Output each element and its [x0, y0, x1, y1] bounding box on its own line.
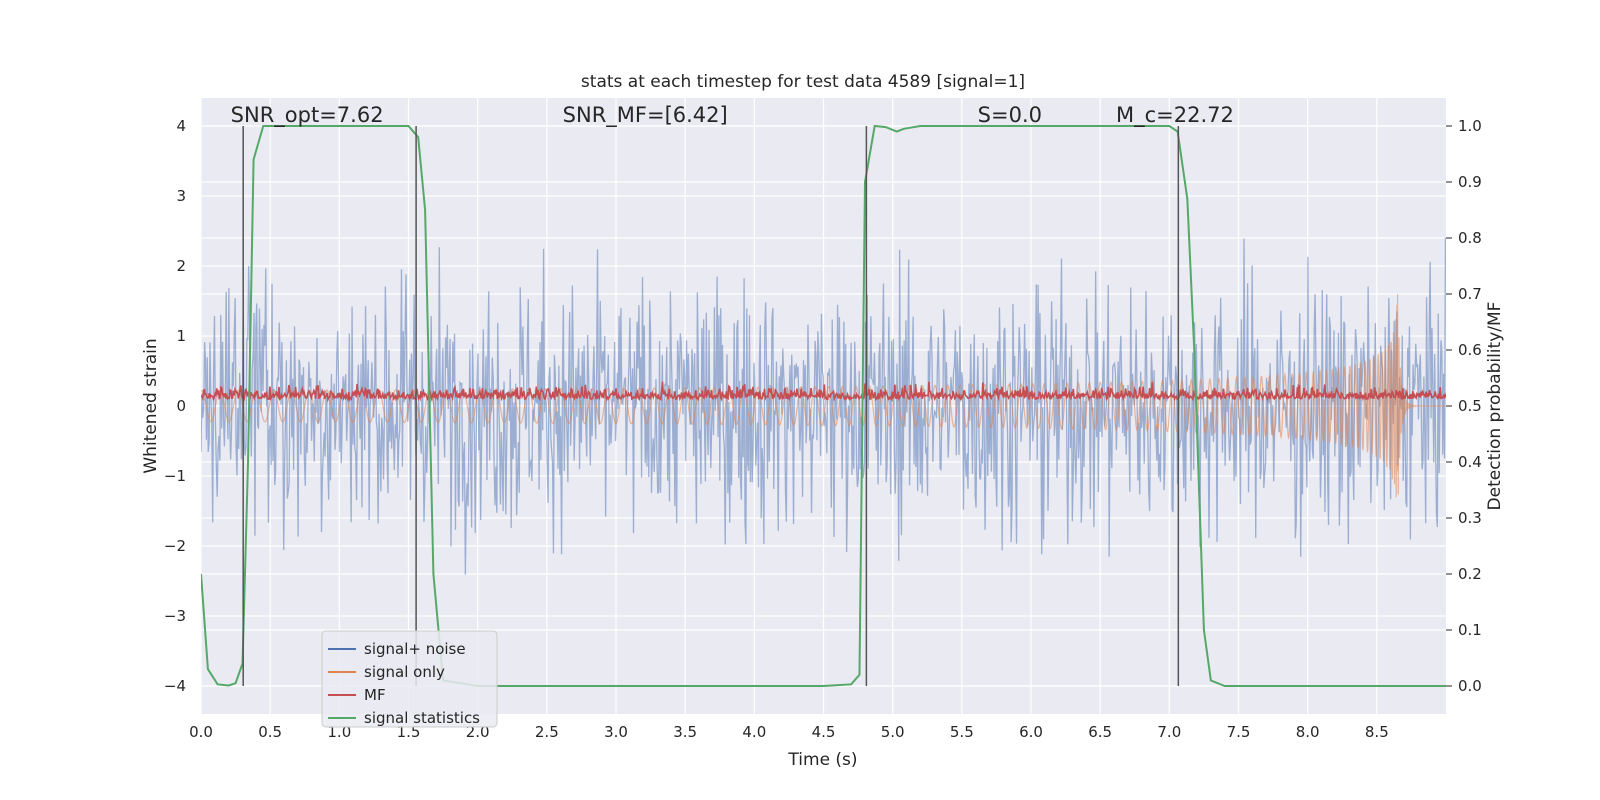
- series-mf-line: [201, 381, 1446, 403]
- x-tick-label: 5.0: [881, 723, 905, 741]
- legend-box: [321, 630, 498, 728]
- plot-content: [201, 124, 1446, 687]
- x-tick-label: 2.5: [535, 723, 559, 741]
- y-right-tick-label: 0.6: [1458, 341, 1482, 359]
- series-signal-plus-noise-line: [201, 237, 1446, 575]
- annotation-text: SNR_MF=[6.42]: [563, 103, 728, 128]
- legend-label: signal+ noise: [364, 640, 466, 658]
- y-right-tick-label: 1.0: [1458, 117, 1482, 135]
- annotation-text: S=0.0: [978, 103, 1042, 127]
- axes: 0.0 0.5 1.0 1.5 2.0 2.5 3.0 3.5 4.0 4.5 5.0 5.5 6.0 6…: [164, 117, 1482, 741]
- chart-title: stats at each timestep for test data 458…: [581, 72, 1025, 92]
- x-tick-label: 6.0: [1019, 723, 1043, 741]
- annotation-text: M_c=22.72: [1116, 103, 1234, 128]
- x-tick-label: 3.5: [673, 723, 697, 741]
- y-right-tick-label: 0.0: [1458, 677, 1482, 695]
- y-tick-label: 0: [176, 397, 186, 415]
- y-right-tick-label: 0.2: [1458, 565, 1482, 583]
- y-right-tick-label: 0.1: [1458, 621, 1482, 639]
- y-right-axis-label: Detection probability/MF: [1485, 302, 1505, 511]
- annotation-text: SNR_opt=7.62: [231, 103, 384, 128]
- y-axis-label: Whitened strain: [141, 338, 161, 473]
- x-tick-label: 0.5: [258, 723, 282, 741]
- y-right-tick-label: 0.9: [1458, 173, 1482, 191]
- x-tick-label: 7.5: [1227, 723, 1251, 741]
- y-tick-label: 4: [176, 117, 186, 135]
- y-right-tick-label: 0.3: [1458, 509, 1482, 527]
- y-right-tick-label: 0.7: [1458, 285, 1482, 303]
- series-signal-statistics-line: [201, 124, 1446, 687]
- x-tick-label: 7.0: [1157, 723, 1181, 741]
- annotations: SNR_opt=7.62 SNR_MF=[6.42] S=0.0 M_c=22.72: [231, 103, 1234, 128]
- y-tick-label: 1: [176, 327, 186, 345]
- y-tick-label: −3: [164, 607, 186, 625]
- y-right-tick-label: 0.5: [1458, 397, 1482, 415]
- y-tick-label: −4: [164, 677, 186, 695]
- x-tick-label: 0.0: [189, 723, 213, 741]
- x-tick-label: 6.5: [1088, 723, 1112, 741]
- x-tick-label: 4.5: [812, 723, 836, 741]
- legend-label: signal statistics: [364, 709, 480, 727]
- x-axis-label: Time (s): [787, 750, 857, 770]
- legend: signal+ noise signal only MF signal statist…: [321, 630, 498, 728]
- y-right-tick-label: 0.4: [1458, 453, 1482, 471]
- y-right-tick-label: 0.8: [1458, 229, 1482, 247]
- x-tick-label: 8.5: [1365, 723, 1389, 741]
- y-tick-label: 3: [176, 187, 186, 205]
- x-tick-label: 8.0: [1296, 723, 1320, 741]
- x-tick-label: 3.0: [604, 723, 628, 741]
- x-tick-label: 4.0: [742, 723, 766, 741]
- y-tick-label: 2: [176, 257, 186, 275]
- y-tick-label: −2: [164, 537, 186, 555]
- legend-label: signal only: [364, 663, 445, 681]
- series-signal-only-line: [201, 293, 1446, 498]
- y-tick-label: −1: [164, 467, 186, 485]
- x-tick-label: 5.5: [950, 723, 974, 741]
- legend-label: MF: [364, 686, 386, 704]
